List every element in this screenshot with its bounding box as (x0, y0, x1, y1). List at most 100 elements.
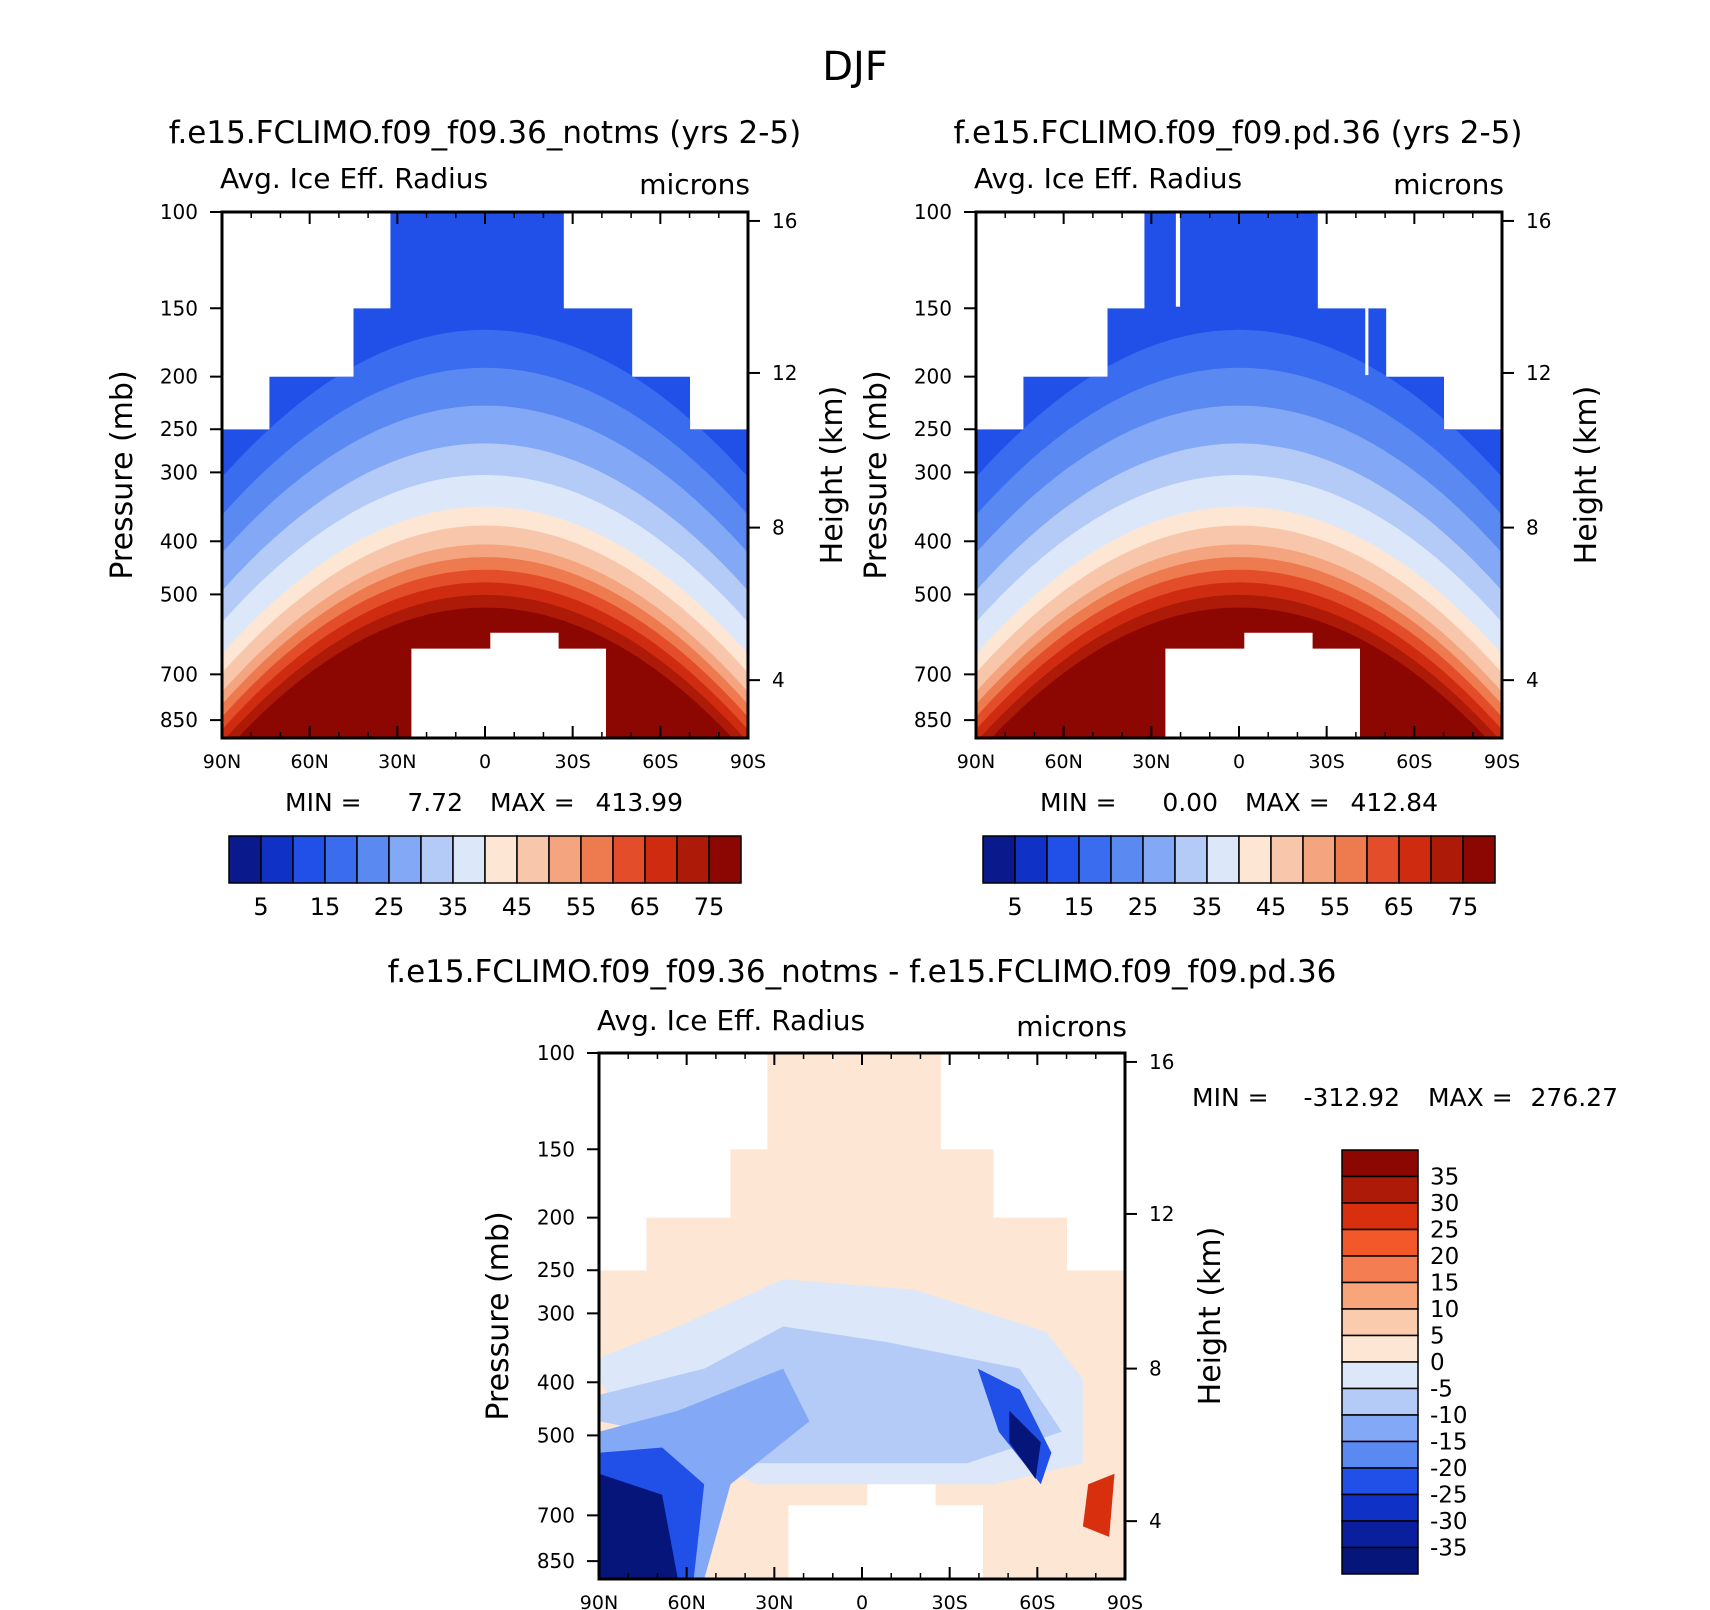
y2-tick-label: 4 (1149, 1509, 1162, 1533)
y-tick-label: 850 (914, 708, 952, 732)
max-value: 412.84 (1351, 788, 1438, 817)
colorbar-swatch (388, 835, 422, 884)
y-tick-label: 250 (537, 1258, 575, 1282)
colorbar-swatch (1014, 835, 1048, 884)
colorbar-swatch (1341, 1520, 1419, 1549)
y2-tick-label: 4 (772, 668, 785, 692)
x-tick-label: 60S (1019, 1592, 1055, 1610)
colorbar-label: -5 (1430, 1377, 1453, 1403)
y2-axis-title: Height (km) (1569, 386, 1604, 565)
y-tick-label: 500 (160, 582, 198, 606)
x-tick-label: 90N (203, 751, 241, 773)
variable-label: Avg. Ice Eff. Radius (597, 1004, 865, 1037)
y-tick-label: 700 (537, 1503, 575, 1527)
min-label: MIN = (1040, 788, 1117, 817)
colorbar-label: -15 (1430, 1430, 1468, 1456)
x-tick-label: 60S (642, 751, 678, 773)
y-tick-label: 300 (914, 460, 952, 484)
colorbar-swatch (1341, 1228, 1419, 1257)
y2-tick-label: 8 (772, 516, 785, 540)
panel-notms: f.e15.FCLIMO.f09_f09.36_notms (yrs 2-5) … (105, 115, 850, 921)
x-tick-label: 60N (667, 1592, 705, 1610)
panel-title: f.e15.FCLIMO.f09_f09.36_notms - f.e15.FC… (388, 954, 1337, 990)
axis-ticks: 90N 60N 30N 0 30S 60S 90S 100 150 200 250 300 400 500… (160, 200, 798, 773)
y2-tick-label: 12 (1149, 1202, 1174, 1226)
masked-region (599, 1053, 768, 1271)
colorbar-swatch (1341, 1414, 1419, 1443)
y-tick-label: 200 (537, 1206, 575, 1230)
colorbar-swatch (1142, 835, 1176, 884)
colorbar-swatch (580, 835, 614, 884)
contour-field (222, 212, 748, 738)
colorbar-swatch (1341, 1546, 1419, 1575)
colorbar-swatch (1341, 1387, 1419, 1416)
y-tick-label: 100 (160, 200, 198, 224)
colorbar-swatch (644, 835, 678, 884)
colorbar-swatch (452, 835, 486, 884)
colorbar-swatch (1366, 835, 1400, 884)
colorbar-label: 5 (1430, 1324, 1445, 1350)
colorbar-label: -10 (1430, 1403, 1468, 1429)
colorbar-label: -35 (1430, 1536, 1468, 1562)
colorbar-swatch (982, 835, 1016, 884)
colorbar-swatch (1046, 835, 1080, 884)
colorbar-label: 75 (694, 893, 725, 921)
y-tick-label: 400 (537, 1370, 575, 1394)
masked-region (1165, 632, 1360, 738)
colorbar-swatch (1462, 835, 1496, 884)
colorbar-swatch (708, 835, 742, 884)
colorbar-label: 65 (1384, 893, 1415, 921)
colorbar-label: 25 (1430, 1218, 1459, 1244)
colorbar-swatch (1341, 1281, 1419, 1310)
y-axis-title: Pressure (mb) (481, 1211, 516, 1420)
colorbar-swatch (1110, 835, 1144, 884)
masked-region (1317, 212, 1502, 430)
y-axis-title: Pressure (mb) (859, 370, 894, 579)
colorbar-label: -20 (1430, 1456, 1468, 1482)
y-tick-label: 300 (537, 1301, 575, 1325)
y-tick-label: 200 (160, 365, 198, 389)
x-tick-label: 30N (1132, 751, 1170, 773)
masked-stripe (1175, 212, 1181, 307)
masked-region (940, 1053, 1125, 1271)
x-tick-label: 90N (580, 1592, 618, 1610)
colorbar-swatch (260, 835, 294, 884)
colorbar-swatch (420, 835, 454, 884)
max-label: MAX = (490, 788, 575, 817)
colorbar-label: 5 (253, 893, 268, 921)
colorbar-label: 15 (310, 893, 341, 921)
y2-axis-title: Height (km) (815, 386, 850, 565)
masked-region (222, 212, 391, 430)
axis-ticks: 90N 60N 30N 0 30S 60S 90S 100 150 200 250 300 400 500… (537, 1041, 1175, 1610)
y-tick-label: 100 (914, 200, 952, 224)
y2-tick-label: 16 (772, 209, 797, 233)
y-tick-label: 700 (914, 662, 952, 686)
min-label: MIN = (285, 788, 362, 817)
colorbar-swatch (1430, 835, 1464, 884)
colorbar-swatch (1174, 835, 1208, 884)
y-tick-label: 100 (537, 1041, 575, 1065)
panel-pd: f.e15.FCLIMO.f09_f09.pd.36 (yrs 2-5) Avg… (859, 115, 1604, 921)
x-tick-label: 90S (1107, 1592, 1143, 1610)
x-tick-label: 90S (730, 751, 766, 773)
masked-region (788, 1484, 983, 1579)
masked-region (563, 212, 748, 430)
units-label: microns (639, 168, 750, 201)
masked-region (411, 632, 606, 738)
panel-difference: f.e15.FCLIMO.f09_f09.36_notms - f.e15.FC… (388, 954, 1618, 1610)
colorbar-label: 30 (1430, 1191, 1459, 1217)
colorbar-swatch (1206, 835, 1240, 884)
x-tick-label: 30S (555, 751, 591, 773)
contour-band (1009, 1410, 1041, 1480)
colorbar-swatch (1341, 1493, 1419, 1522)
colorbar-label: 55 (1320, 893, 1351, 921)
colorbar-swatch (1334, 835, 1368, 884)
colorbar-swatch (1398, 835, 1432, 884)
min-label: MIN = (1192, 1083, 1269, 1112)
y-tick-label: 500 (537, 1423, 575, 1447)
x-tick-label: 30S (1309, 751, 1345, 773)
y-tick-label: 200 (914, 365, 952, 389)
y-axis-title: Pressure (mb) (105, 370, 140, 579)
masked-stripe (1365, 306, 1369, 376)
